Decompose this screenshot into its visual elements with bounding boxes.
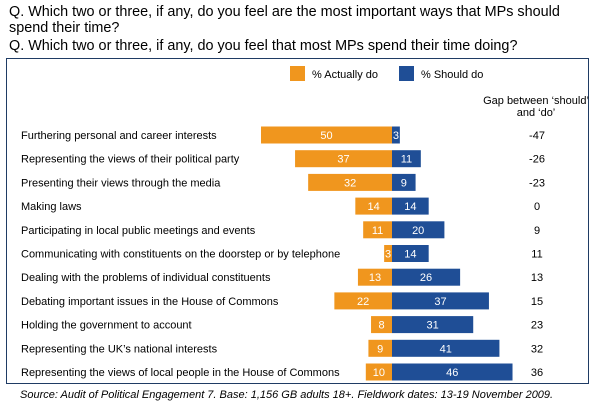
gap-value: 32 [531, 343, 543, 355]
gap-column-header: Gap between ‘should’ and ‘do’ [483, 95, 589, 119]
bar-label-actually: 9 [377, 343, 383, 355]
bar-label-should: 26 [420, 272, 432, 284]
bar-label-actually: 50 [320, 130, 332, 142]
chart-frame: % Actually do % Should do Furthering per… [6, 58, 589, 384]
legend-swatch-actually [290, 66, 305, 81]
bar-should [392, 268, 461, 286]
gap-value: -23 [529, 177, 545, 189]
category-label: Holding the government to account [21, 320, 192, 332]
bar-actually [357, 268, 392, 286]
category-label: Dealing with the problems of individual … [21, 272, 271, 284]
bar-label-should: 37 [434, 296, 446, 308]
category-label: Communicating with constituents on the d… [21, 249, 340, 261]
chart-row: Holding the government to account 8 31 23 [21, 316, 543, 334]
bar-label-should: 3 [393, 130, 399, 142]
chart-row: Dealing with the problems of individual … [21, 268, 543, 286]
bar-should [392, 292, 489, 310]
bar-label-actually: 37 [337, 154, 349, 166]
bar-label-actually: 14 [368, 201, 380, 213]
category-label: Representing the views of local people i… [21, 367, 340, 379]
bar-label-actually: 32 [344, 177, 356, 189]
bar-label-should: 31 [426, 320, 438, 332]
bar-should [392, 126, 400, 144]
bar-should [392, 173, 416, 191]
category-label: Furthering personal and career interests [21, 130, 217, 142]
chart-row: Representing the UK’s national interests… [21, 339, 543, 357]
bar-label-should: 11 [401, 154, 412, 166]
bar-label-should: 14 [404, 201, 416, 213]
category-label: Representing the views of their politica… [21, 154, 240, 166]
chart-rows: Furthering personal and career interests… [21, 126, 545, 381]
gap-value: 11 [531, 249, 542, 261]
bar-label-should: 46 [446, 367, 458, 379]
chart-row: Communicating with constituents on the d… [21, 245, 543, 262]
bar-label-actually: 13 [369, 272, 381, 284]
bar-actually [371, 316, 392, 334]
chart-row: Furthering personal and career interests… [21, 126, 545, 144]
bar-should [392, 150, 421, 168]
chart-row: Presenting their views through the media… [21, 173, 545, 191]
question-1: Q. Which two or three, if any, do you fe… [9, 4, 560, 36]
bar-should [392, 339, 500, 357]
bar-actually [365, 363, 392, 381]
bar-actually [368, 339, 392, 357]
gap-value: 9 [534, 225, 540, 237]
legend-swatch-should [399, 66, 414, 81]
chart-row: Representing the views of local people i… [21, 363, 543, 381]
bar-chart: % Actually do % Should do Furthering per… [21, 66, 545, 381]
bar-label-should: 9 [401, 177, 407, 189]
bar-label-should: 20 [412, 225, 424, 237]
chart-row: Representing the views of their politica… [21, 150, 545, 168]
chart-row: Making laws 14 14 0 [21, 197, 540, 215]
category-label: Debating important issues in the House o… [21, 296, 279, 308]
category-label: Participating in local public meetings a… [21, 225, 256, 237]
category-label: Presenting their views through the media [21, 177, 221, 189]
gap-value: 13 [531, 272, 543, 284]
gap-value: 15 [531, 296, 543, 308]
category-label: Representing the UK’s national interests [21, 343, 218, 355]
gap-value: 23 [531, 320, 543, 332]
gap-value: 36 [531, 367, 543, 379]
legend-label-should: % Should do [421, 69, 483, 81]
source-note: Source: Audit of Political Engagement 7.… [20, 389, 554, 401]
legend: % Actually do % Should do [290, 66, 483, 81]
bar-should [392, 316, 474, 334]
bar-should [392, 221, 445, 239]
chart-row: Debating important issues in the House o… [21, 292, 543, 310]
bar-actually [363, 221, 392, 239]
bar-should [392, 363, 513, 381]
bar-actually [261, 126, 392, 144]
bar-label-should: 41 [440, 343, 452, 355]
bar-should [392, 197, 429, 215]
chart-row: Participating in local public meetings a… [21, 221, 540, 239]
bar-label-actually: 8 [378, 320, 384, 332]
bar-label-actually: 22 [357, 296, 369, 308]
bar-label-actually: 10 [373, 367, 385, 379]
bar-actually [355, 197, 392, 215]
bar-label-should: 14 [404, 249, 416, 261]
bar-label-actually: 11 [372, 225, 383, 237]
question-2: Q. Which two or three, if any, do you fe… [9, 38, 518, 54]
bar-actually [308, 173, 392, 191]
bar-should [392, 245, 429, 262]
bar-actually [384, 245, 392, 262]
bar-actually [295, 150, 392, 168]
gap-value: -47 [529, 130, 545, 142]
bar-actually [334, 292, 392, 310]
gap-value: -26 [529, 154, 545, 166]
bar-label-actually: 3 [385, 249, 391, 261]
category-label: Making laws [21, 201, 82, 213]
gap-value: 0 [534, 201, 540, 213]
legend-label-actually: % Actually do [312, 69, 378, 81]
